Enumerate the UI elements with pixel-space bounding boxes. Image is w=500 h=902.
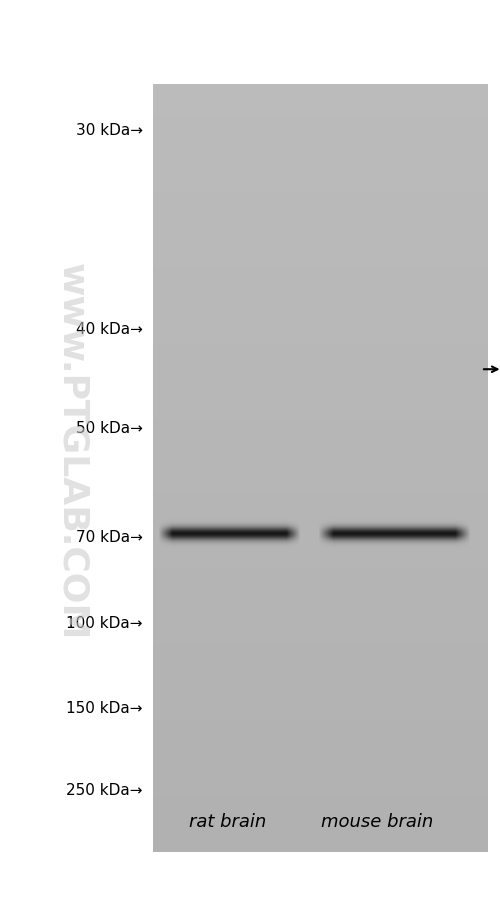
Text: 70 kDa→: 70 kDa→ bbox=[76, 529, 142, 544]
Text: 50 kDa→: 50 kDa→ bbox=[76, 421, 142, 436]
Text: 100 kDa→: 100 kDa→ bbox=[66, 615, 142, 630]
Text: mouse brain: mouse brain bbox=[322, 812, 434, 830]
Text: 40 kDa→: 40 kDa→ bbox=[76, 322, 142, 336]
Text: 250 kDa→: 250 kDa→ bbox=[66, 782, 142, 796]
Text: rat brain: rat brain bbox=[189, 812, 266, 830]
Text: 30 kDa→: 30 kDa→ bbox=[76, 124, 142, 138]
Text: 150 kDa→: 150 kDa→ bbox=[66, 701, 142, 715]
Text: www.PTGLAB.COM: www.PTGLAB.COM bbox=[56, 262, 90, 640]
